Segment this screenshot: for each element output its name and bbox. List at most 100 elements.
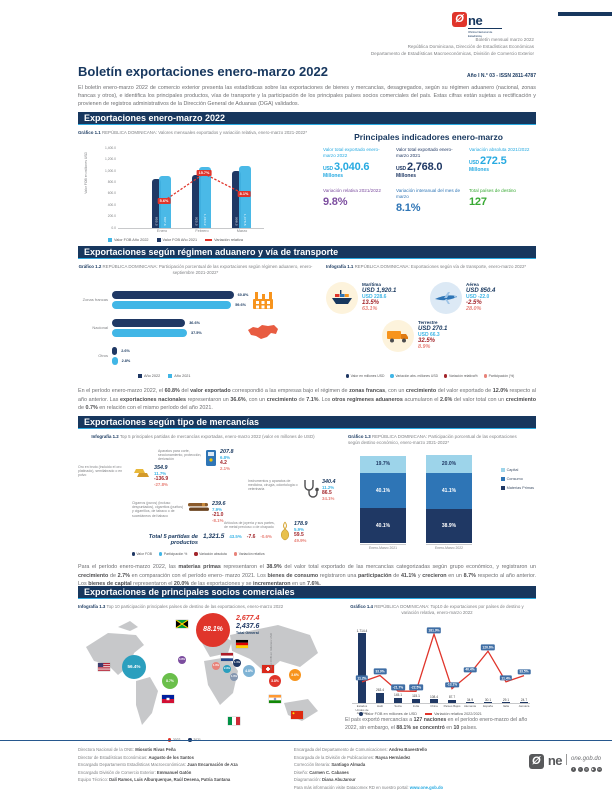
- bar-value-label: 2.6%: [121, 348, 130, 353]
- twitter-icon[interactable]: t: [577, 767, 583, 772]
- infographic-title: REPÚBLICA DOMINICANA: Exportaciones segú…: [354, 264, 527, 269]
- bar-2: [376, 692, 384, 704]
- product-abs: 59.5: [294, 531, 304, 538]
- stack-capital: 19.7%: [360, 455, 406, 473]
- product-part: 11.2%: [322, 484, 335, 490]
- indicator-unit: Millones: [323, 172, 344, 179]
- transport-values: Terrestre USD 270.1 USD 66.3 32.5% 8.9%: [418, 320, 447, 352]
- product-description: Aparatos para corte, seccionamiento, pro…: [158, 448, 202, 462]
- transport-part: 28.0%: [466, 305, 482, 312]
- truck-icon: [382, 319, 414, 352]
- product-abs: 86.5: [322, 489, 332, 496]
- grafico-1-2: Gráfico 1.2 REPÚBLICA DOMINICANA: Partic…: [78, 264, 326, 378]
- indicator: Valor total exportado enero-marzo 2022 US…: [323, 147, 388, 179]
- variation-label: 5.6%: [157, 197, 171, 204]
- bar-2022: 1,078.8: [239, 166, 251, 228]
- variation-label: -13.1%: [445, 682, 459, 688]
- variation-label: -22.5%: [409, 684, 423, 691]
- legend-item: Variación absoluta: [194, 552, 227, 556]
- product-abs: -136.9: [154, 475, 169, 482]
- product-values: 354.9 11.7% -136.9 -27.8%: [154, 465, 168, 487]
- bar-2021: 850.0: [152, 179, 161, 228]
- total-2022: 2,677.4: [236, 614, 260, 622]
- x-tick-label: Marzo: [236, 228, 248, 233]
- line-overlay: [163, 172, 245, 202]
- stack-materias-primas: 40.1%: [360, 508, 406, 544]
- variation-label: 15.7%: [196, 170, 212, 177]
- transport-value: USD 850.4: [466, 287, 496, 294]
- indicator: Valor total exportado enero-marzo 2021 US…: [396, 147, 461, 179]
- product-description: Oro en bruto (incluido el oro platinado)…: [78, 464, 123, 478]
- indicator: Total países de destino 127: [469, 188, 534, 214]
- socios-paragraph: El país exportó mercancías a 127 nacione…: [345, 717, 528, 732]
- product-part: 6.8%: [220, 454, 231, 460]
- total-fob: 1,321.5: [203, 532, 225, 540]
- legend-item: Variación relativa%: [444, 374, 478, 378]
- y-tick-label: 1,400.0: [105, 145, 116, 150]
- facebook-icon[interactable]: f: [571, 767, 576, 772]
- bar-value-label: 34.9: [466, 697, 474, 702]
- country-badge-de: 1.1%: [233, 658, 241, 667]
- variation-label: 8.1%: [237, 190, 251, 197]
- country-badge-us: 56.4%: [122, 654, 146, 679]
- airplane-icon: [430, 281, 462, 314]
- infographic-title: Top 5 principales partidas de mercancías…: [119, 434, 315, 439]
- footer-line: Para más información visite Datacomex RD…: [293, 784, 444, 790]
- chart-legend: Valor FOB en millones de USD Variación re…: [359, 712, 482, 716]
- portal-link[interactable]: www.one.gob.do: [409, 784, 444, 790]
- product-values: 340.4 11.2% 86.5 34.1%: [322, 479, 336, 501]
- footer-line: Corrección literaria: Santiago Almada: [293, 762, 366, 768]
- product-item: Aparatos para corte, seccionamiento, pro…: [158, 449, 234, 471]
- total-abs: -7.6: [246, 533, 256, 540]
- chart-label: Gráfico 1.2: [78, 264, 102, 269]
- total-general: 2,677.4 2,437.6 Total General: [236, 615, 259, 635]
- legend-item: Valor FOB en millones de USD: [359, 712, 417, 716]
- x-axis: [352, 703, 530, 705]
- transport-value: USD 1,920.1: [362, 287, 397, 294]
- variation-label: 11.4%: [499, 675, 513, 681]
- bar-value-label: 1,064.2: [203, 213, 207, 226]
- infografia-1-3: Infografía 1.3 Top 10 participación prin…: [78, 604, 343, 742]
- legend-item: Participación (%): [483, 374, 514, 378]
- linkedin-icon[interactable]: in: [597, 766, 602, 772]
- horizontal-bar-chart: Zonas francas 60.8% 59.6% Nacional 36.6% 37.5…: [78, 287, 318, 369]
- x-tick-label: Suiza: [394, 704, 402, 709]
- category-label: Otros: [98, 353, 108, 359]
- footer-line: Diagramación: Diana AbuJarour: [293, 777, 356, 783]
- category-label: Zonas francas: [82, 297, 108, 303]
- hbar-2021: [112, 357, 118, 366]
- country-badge-in: 3.8%: [269, 674, 281, 687]
- infographic-label: Infografía 1.3: [78, 604, 106, 609]
- flag-it-icon: [228, 716, 240, 725]
- indicator-label: Valor total exportado enero-marzo 2022: [323, 147, 380, 158]
- legend-item: Año 2021: [168, 374, 191, 378]
- chart-legend: Año 2022 Año 2021: [138, 374, 191, 378]
- section-heading-socios: Exportaciones de principales socios come…: [78, 586, 536, 599]
- transport-rel: 13.5%: [362, 299, 380, 306]
- infografia-1-2: Infografía 1.2 Top 5 principales partida…: [78, 434, 348, 556]
- product-description: Artículos de joyería y sus partes, de me…: [224, 520, 275, 530]
- stack-consumo: 40.1%: [360, 472, 406, 509]
- flag-in-icon: [269, 694, 281, 703]
- product-part: 7.9%: [212, 506, 223, 512]
- bar-value-label: 897.6: [163, 216, 167, 226]
- stethoscope-icon: [301, 479, 319, 499]
- grouped-bar-chart: 0.0 200.0 400.0 600.0 800.0 1,000.0 1,200.0 1,4…: [105, 146, 264, 233]
- instagram-icon[interactable]: ◎: [584, 766, 589, 772]
- x-tick-label: Enero-Marzo 2022: [426, 544, 472, 550]
- one-logo: Ø ne Oficina Nacional de Estadística: [452, 12, 502, 38]
- world-map: 88.1% 2,677.4 2,437.6 Total General 56.4…: [78, 612, 336, 731]
- youtube-icon[interactable]: ▶: [590, 766, 596, 772]
- bar-5: [430, 699, 438, 704]
- chart-title: REPÚBLICA DOMINICANA: Participación porc…: [348, 434, 517, 445]
- top10-share-badge: 88.1%: [196, 612, 230, 647]
- flag-jm-icon: [176, 619, 188, 628]
- footer-credits: Directora Nacional de la ONE: Miosotis R…: [78, 746, 602, 791]
- transport-part: 63.1%: [362, 305, 378, 312]
- transport-abs: USD 228.6: [362, 293, 387, 300]
- one-website[interactable]: one.gob.do: [566, 754, 602, 765]
- top5-total: Total 5 partidas de productos 1,321.5 43…: [136, 533, 272, 547]
- indicator-label: Variación interanual del mes de marzo: [396, 187, 461, 199]
- bar-value-label: 920.0: [194, 216, 199, 226]
- legend-item: Consumo: [500, 477, 534, 481]
